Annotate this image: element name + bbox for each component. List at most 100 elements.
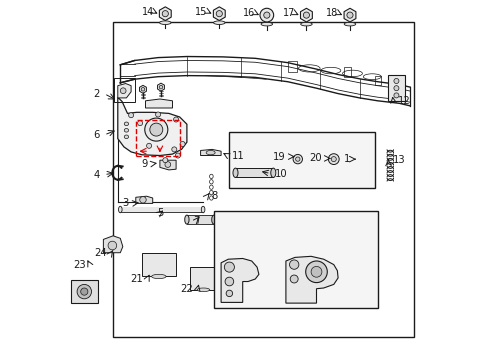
Circle shape [164, 162, 170, 167]
Bar [343, 67, 350, 77]
Ellipse shape [300, 22, 311, 26]
Bar [71, 280, 98, 303]
Text: 23: 23 [73, 260, 85, 270]
Ellipse shape [118, 206, 122, 213]
Text: 18: 18 [325, 8, 338, 18]
Circle shape [180, 141, 185, 147]
Ellipse shape [232, 168, 238, 177]
Circle shape [393, 93, 398, 98]
Text: 1: 1 [344, 154, 350, 164]
Circle shape [260, 8, 273, 22]
Circle shape [330, 157, 336, 162]
Circle shape [146, 143, 151, 148]
Ellipse shape [124, 135, 128, 139]
Polygon shape [157, 83, 164, 91]
Ellipse shape [261, 22, 272, 26]
Text: 2: 2 [93, 89, 100, 99]
Bar [136, 120, 179, 156]
Circle shape [224, 277, 233, 286]
Polygon shape [118, 84, 131, 98]
Circle shape [155, 112, 160, 117]
Text: 8: 8 [211, 191, 217, 201]
Circle shape [216, 10, 222, 17]
Polygon shape [213, 7, 225, 21]
Circle shape [393, 86, 398, 91]
Circle shape [149, 123, 163, 136]
Text: 9: 9 [142, 159, 148, 169]
Circle shape [225, 290, 232, 297]
Text: 17: 17 [282, 8, 294, 18]
Bar [120, 207, 203, 212]
Bar [229, 132, 374, 188]
Ellipse shape [213, 21, 224, 24]
Text: 21: 21 [130, 274, 142, 284]
Text: 16: 16 [243, 8, 255, 18]
Bar [235, 168, 273, 177]
Circle shape [295, 157, 299, 161]
Circle shape [81, 288, 88, 295]
Polygon shape [139, 85, 146, 93]
Circle shape [120, 88, 126, 94]
Bar [374, 76, 381, 85]
Bar [189, 267, 216, 290]
Polygon shape [300, 8, 312, 22]
Polygon shape [344, 8, 355, 22]
Ellipse shape [184, 215, 189, 224]
Ellipse shape [197, 288, 209, 292]
Circle shape [163, 158, 167, 163]
Circle shape [289, 260, 298, 269]
Circle shape [141, 87, 144, 91]
Polygon shape [159, 7, 171, 21]
Bar [186, 215, 213, 224]
Circle shape [303, 12, 309, 18]
Circle shape [77, 284, 91, 299]
Circle shape [173, 117, 178, 122]
Ellipse shape [124, 122, 128, 126]
Text: 3: 3 [122, 198, 128, 208]
Circle shape [292, 154, 302, 164]
Text: 13: 13 [392, 155, 405, 165]
Polygon shape [221, 258, 258, 302]
Text: 20: 20 [308, 153, 321, 163]
Circle shape [128, 113, 133, 118]
Circle shape [224, 262, 234, 272]
Text: 15: 15 [195, 7, 207, 17]
Circle shape [144, 118, 167, 141]
Bar [114, 78, 135, 102]
Ellipse shape [159, 21, 171, 24]
Text: 5: 5 [156, 208, 163, 218]
Circle shape [328, 154, 339, 165]
Text: 22: 22 [180, 284, 193, 294]
Bar [213, 211, 377, 308]
Text: 14: 14 [141, 7, 153, 17]
Circle shape [305, 261, 326, 283]
Circle shape [171, 147, 177, 152]
Text: 4: 4 [93, 170, 100, 180]
Text: 11: 11 [231, 150, 244, 161]
Circle shape [289, 275, 298, 283]
Circle shape [263, 12, 269, 18]
Polygon shape [285, 256, 337, 303]
Ellipse shape [151, 274, 166, 279]
Bar [287, 61, 296, 72]
Ellipse shape [344, 22, 355, 26]
Polygon shape [118, 97, 186, 156]
Ellipse shape [124, 129, 128, 132]
Circle shape [175, 153, 180, 158]
Polygon shape [200, 149, 221, 156]
Text: 7: 7 [192, 216, 199, 226]
Circle shape [162, 10, 168, 17]
Circle shape [108, 241, 117, 250]
Circle shape [137, 121, 142, 126]
Bar [113, 22, 413, 337]
Circle shape [140, 197, 146, 203]
Polygon shape [145, 99, 172, 108]
Bar [387, 75, 404, 101]
Polygon shape [136, 196, 152, 203]
Text: 24: 24 [94, 248, 107, 258]
Text: 6: 6 [93, 130, 100, 140]
Ellipse shape [211, 215, 216, 224]
Polygon shape [103, 236, 122, 253]
Circle shape [346, 12, 352, 18]
Circle shape [310, 266, 321, 277]
